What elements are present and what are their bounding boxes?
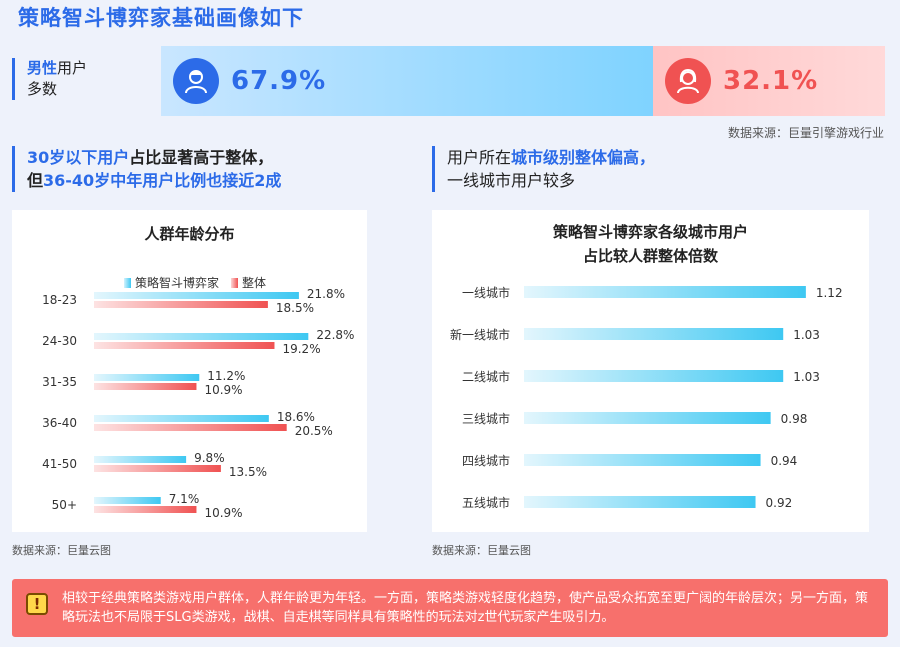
age-bar-strategy <box>94 415 269 422</box>
city-value-label: 0.92 <box>766 496 793 510</box>
gender-ratio-bar: 67.9% 32.1% <box>161 46 885 116</box>
city-bar <box>524 412 771 424</box>
insight-age-hl1: 30岁以下用户 <box>27 148 129 167</box>
city-value-label: 0.94 <box>771 454 798 468</box>
age-bar-overall <box>94 342 274 349</box>
male-user-icon <box>173 58 219 104</box>
age-value-label-overall: 10.9% <box>204 506 242 520</box>
age-value-label-strategy: 22.8% <box>316 328 354 342</box>
age-category-label: 41-50 <box>42 457 77 471</box>
age-bar-strategy <box>94 292 299 299</box>
gender-label-rest: 用户 <box>57 59 87 77</box>
city-category-label: 一线城市 <box>462 285 510 300</box>
age-category-label: 24-30 <box>42 334 77 348</box>
age-value-label-strategy: 11.2% <box>207 369 245 383</box>
age-value-label-strategy: 7.1% <box>169 492 200 506</box>
age-bar-overall <box>94 506 196 513</box>
age-value-label-strategy: 21.8% <box>307 287 345 301</box>
city-chart-svg: 一线城市 1.12 新一线城市 1.03 二线城市 1.03 三线城市 0.98 四线城市 0.9… <box>432 210 869 532</box>
insight-city-pre1: 用户所在 <box>447 148 511 167</box>
age-category-label: 31-35 <box>42 375 77 389</box>
age-value-label-overall: 18.5% <box>276 301 314 315</box>
age-chart-panel: 人群年龄分布 策略智斗博弈家 整体 18-23 21.8% 18.5% 24-30 22… <box>12 210 367 532</box>
insight-age-rest1: 占比显著高于整体， <box>129 148 273 167</box>
city-value-label: 1.12 <box>816 286 843 300</box>
age-category-label: 36-40 <box>42 416 77 430</box>
insight-age-hl2: 36-40岁中年用户比例也接近2成 <box>43 171 281 190</box>
age-category-label: 50+ <box>52 498 77 512</box>
age-value-label-overall: 10.9% <box>204 383 242 397</box>
city-value-label: 1.03 <box>793 328 820 342</box>
age-category-label: 18-23 <box>42 293 77 307</box>
city-category-label: 五线城市 <box>462 495 510 510</box>
age-bar-strategy <box>94 374 199 381</box>
age-chart-svg: 18-23 21.8%18.5% 24-30 22.8%19.2% 31-35 11.2%… <box>12 210 367 532</box>
footer-text: 相较于经典策略类游戏用户群体，人群年龄更为年轻。一方面，策略类游戏轻度化趋势，使… <box>62 589 878 627</box>
city-category-label: 三线城市 <box>462 411 510 426</box>
insight-age: 30岁以下用户占比显著高于整体， 但36-40岁中年用户比例也接近2成 <box>12 146 281 192</box>
city-bar <box>524 496 756 508</box>
city-bar <box>524 454 761 466</box>
page-title: 策略智斗博弈家基础画像如下 <box>18 2 304 32</box>
gender-label-bold: 男性 <box>27 59 57 77</box>
city-category-label: 新一线城市 <box>450 327 510 342</box>
gender-label-line2: 多数 <box>27 79 87 100</box>
female-percent: 32.1% <box>723 66 818 96</box>
age-bar-strategy <box>94 497 161 504</box>
footer-note: ! 相较于经典策略类游戏用户群体，人群年龄更为年轻。一方面，策略类游戏轻度化趋势… <box>12 579 888 637</box>
age-value-label-strategy: 9.8% <box>194 451 225 465</box>
source-note-city: 数据来源：巨量云图 <box>432 542 531 558</box>
age-bar-strategy <box>94 333 308 340</box>
age-bar-overall <box>94 301 268 308</box>
insight-city-hl1: 城市级别整体偏高， <box>511 148 655 167</box>
age-value-label-overall: 20.5% <box>295 424 333 438</box>
insight-city: 用户所在城市级别整体偏高， 一线城市用户较多 <box>432 146 655 192</box>
city-bar <box>524 328 783 340</box>
city-bar <box>524 286 806 298</box>
female-segment: 32.1% <box>653 46 885 116</box>
age-bar-overall <box>94 424 287 431</box>
city-value-label: 0.98 <box>781 412 808 426</box>
age-value-label-overall: 19.2% <box>282 342 320 356</box>
warning-icon: ! <box>26 593 48 615</box>
city-value-label: 1.03 <box>793 370 820 384</box>
insight-city-line2: 一线城市用户较多 <box>447 169 655 192</box>
male-percent: 67.9% <box>231 66 326 96</box>
age-bar-strategy <box>94 456 186 463</box>
insight-age-pre2: 但 <box>27 171 43 190</box>
city-category-label: 二线城市 <box>462 369 510 384</box>
source-note-age: 数据来源：巨量云图 <box>12 542 111 558</box>
city-chart-panel: 策略智斗博弈家各级城市用户 占比较人群整体倍数 一线城市 1.12 新一线城市 1.0… <box>432 210 869 532</box>
age-bar-overall <box>94 383 196 390</box>
age-bar-overall <box>94 465 221 472</box>
male-segment: 67.9% <box>161 46 653 116</box>
city-category-label: 四线城市 <box>462 453 510 468</box>
female-user-icon <box>665 58 711 104</box>
source-note-top: 数据来源：巨量引擎游戏行业 <box>728 124 884 141</box>
age-value-label-overall: 13.5% <box>229 465 267 479</box>
age-value-label-strategy: 18.6% <box>277 410 315 424</box>
gender-label: 男性用户 多数 <box>12 58 87 100</box>
city-bar <box>524 370 783 382</box>
